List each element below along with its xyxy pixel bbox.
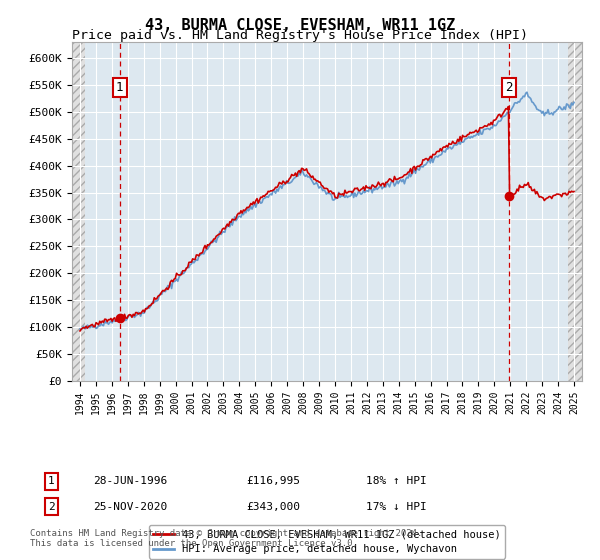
Text: 28-JUN-1996: 28-JUN-1996 bbox=[93, 477, 167, 487]
Text: 17% ↓ HPI: 17% ↓ HPI bbox=[366, 502, 427, 512]
Text: Price paid vs. HM Land Registry's House Price Index (HPI): Price paid vs. HM Land Registry's House … bbox=[72, 29, 528, 42]
Text: 18% ↑ HPI: 18% ↑ HPI bbox=[366, 477, 427, 487]
Text: 43, BURMA CLOSE, EVESHAM, WR11 1GZ: 43, BURMA CLOSE, EVESHAM, WR11 1GZ bbox=[145, 18, 455, 33]
Legend: 43, BURMA CLOSE, EVESHAM, WR11 1GZ (detached house), HPI: Average price, detache: 43, BURMA CLOSE, EVESHAM, WR11 1GZ (deta… bbox=[149, 525, 505, 558]
Bar bbox=[72, 42, 85, 381]
Text: Contains HM Land Registry data © Crown copyright and database right 2024.
This d: Contains HM Land Registry data © Crown c… bbox=[30, 529, 422, 548]
Bar bbox=[568, 42, 592, 381]
Text: 25-NOV-2020: 25-NOV-2020 bbox=[93, 502, 167, 512]
Text: 1: 1 bbox=[48, 477, 55, 487]
Text: 1: 1 bbox=[116, 81, 124, 94]
Text: £343,000: £343,000 bbox=[246, 502, 300, 512]
Text: 2: 2 bbox=[505, 81, 512, 94]
Text: £116,995: £116,995 bbox=[246, 477, 300, 487]
Text: 2: 2 bbox=[48, 502, 55, 512]
